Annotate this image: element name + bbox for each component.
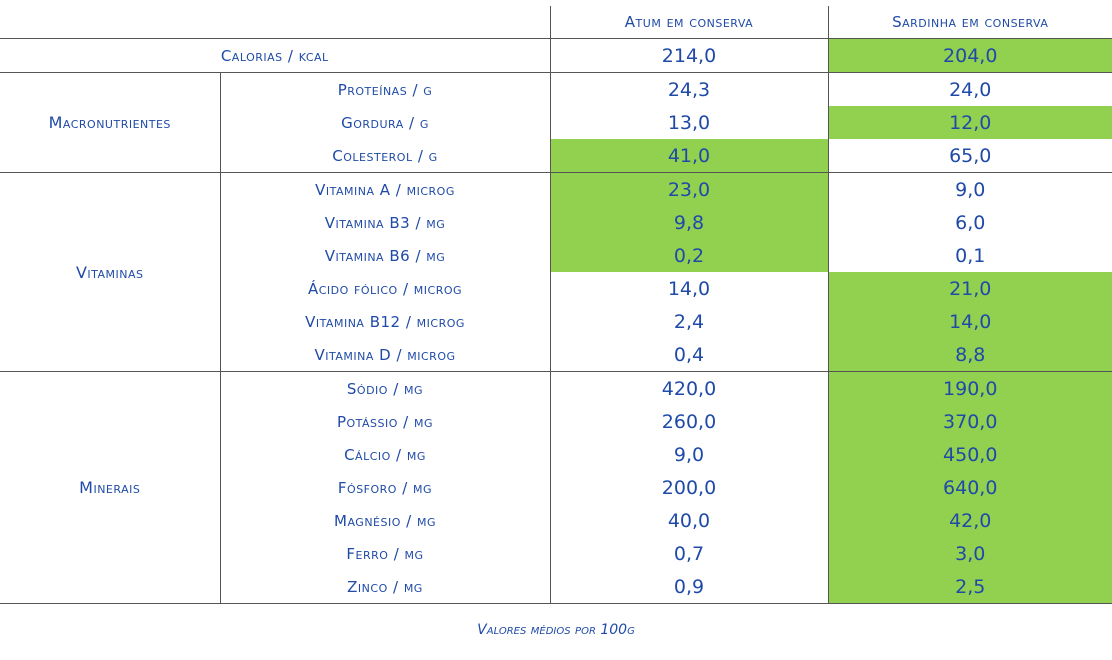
calorias-sardinha-value: 204,0: [827, 38, 1112, 73]
table-row: Zinco / mg 0,9 2,5: [0, 570, 1112, 604]
table-row: Fósforo / mg 200,0 640,0: [0, 471, 1112, 504]
atum-value: 0,9: [549, 570, 828, 604]
nutrient-label: Potássio / mg: [219, 405, 550, 438]
group-label-vitaminas: Vitaminas: [0, 172, 220, 372]
nutrition-table: Atum em conserva Sardinha em conserva Ca…: [0, 6, 1112, 604]
sardinha-value: 42,0: [827, 504, 1112, 537]
nutrient-label: Vitamina B3 / mg: [219, 206, 550, 239]
nutrient-label: Fósforo / mg: [219, 471, 550, 504]
table-row: Gordura / g 13,0 12,0: [0, 106, 1112, 139]
table-row: Vitamina B12 / microg 2,4 14,0: [0, 305, 1112, 338]
header-empty-cell: [0, 6, 550, 39]
table-row: Potássio / mg 260,0 370,0: [0, 405, 1112, 438]
atum-value: 0,4: [549, 338, 828, 372]
table-row: Cálcio / mg 9,0 450,0: [0, 438, 1112, 471]
sardinha-value: 0,1: [827, 239, 1112, 272]
atum-value: 0,2: [549, 239, 828, 272]
atum-value: 0,7: [549, 537, 828, 570]
sardinha-value: 190,0: [827, 371, 1112, 405]
table-row: Vitaminas Vitamina A / microg 23,0 9,0: [0, 172, 1112, 372]
nutrient-label: Vitamina B6 / mg: [219, 239, 550, 272]
sardinha-value: 6,0: [827, 206, 1112, 239]
nutrient-label: Sódio / mg: [219, 371, 550, 405]
atum-value: 41,0: [549, 139, 828, 173]
atum-value: 13,0: [549, 106, 828, 139]
atum-value: 40,0: [549, 504, 828, 537]
table-row: Vitamina B6 / mg 0,2 0,1: [0, 239, 1112, 272]
table-row: Vitamina D / microg 0,4 8,8: [0, 338, 1112, 372]
nutrient-label: Zinco / mg: [219, 570, 550, 604]
table-row: Colesterol / g 41,0 65,0: [0, 139, 1112, 173]
nutrient-label: Cálcio / mg: [219, 438, 550, 471]
sardinha-value: 3,0: [827, 537, 1112, 570]
sardinha-value: 65,0: [827, 139, 1112, 173]
table-row: Minerais Sódio / mg 420,0 190,0: [0, 371, 1112, 604]
group-label-macronutrientes: Macronutrientes: [0, 72, 220, 173]
atum-value: 200,0: [549, 471, 828, 504]
calorias-label: Calorias / kcal: [0, 38, 550, 73]
table-row: Macronutrientes Proteínas / g 24,3 24,0: [0, 72, 1112, 173]
atum-value: 2,4: [549, 305, 828, 338]
calorias-atum-value: 214,0: [549, 38, 828, 73]
nutrient-label: Colesterol / g: [219, 139, 550, 173]
sardinha-value: 640,0: [827, 471, 1112, 504]
atum-value: 14,0: [549, 272, 828, 305]
atum-value: 24,3: [549, 72, 828, 106]
sardinha-value: 450,0: [827, 438, 1112, 471]
table-footnote: Valores médios por 100g: [477, 622, 635, 638]
group-label-minerais: Minerais: [0, 371, 220, 604]
sardinha-value: 8,8: [827, 338, 1112, 372]
nutrient-label: Vitamina D / microg: [219, 338, 550, 372]
nutrient-label: Vitamina B12 / microg: [219, 305, 550, 338]
nutrient-label: Gordura / g: [219, 106, 550, 139]
sardinha-value: 12,0: [827, 106, 1112, 139]
sardinha-value: 2,5: [827, 570, 1112, 604]
sardinha-value: 370,0: [827, 405, 1112, 438]
calorias-row: Calorias / kcal 214,0 204,0: [0, 38, 1112, 73]
table-row: Ácido fólico / microg 14,0 21,0: [0, 272, 1112, 305]
sardinha-value: 24,0: [827, 72, 1112, 106]
atum-value: 23,0: [549, 172, 828, 206]
sardinha-value: 9,0: [827, 172, 1112, 206]
atum-value: 9,8: [549, 206, 828, 239]
nutrient-label: Magnésio / mg: [219, 504, 550, 537]
sardinha-value: 21,0: [827, 272, 1112, 305]
nutrient-label: Ácido fólico / microg: [219, 272, 550, 305]
nutrient-label: Proteínas / g: [219, 72, 550, 106]
nutrient-label: Vitamina A / microg: [219, 172, 550, 206]
nutrient-label: Ferro / mg: [219, 537, 550, 570]
table-row: Ferro / mg 0,7 3,0: [0, 537, 1112, 570]
table-row: Magnésio / mg 40,0 42,0: [0, 504, 1112, 537]
sardinha-value: 14,0: [827, 305, 1112, 338]
atum-value: 420,0: [549, 371, 828, 405]
header-sardinha: Sardinha em conserva: [827, 6, 1112, 39]
header-row: Atum em conserva Sardinha em conserva: [0, 6, 1112, 39]
header-atum: Atum em conserva: [549, 6, 828, 39]
table-row: Vitamina B3 / mg 9,8 6,0: [0, 206, 1112, 239]
atum-value: 9,0: [549, 438, 828, 471]
atum-value: 260,0: [549, 405, 828, 438]
